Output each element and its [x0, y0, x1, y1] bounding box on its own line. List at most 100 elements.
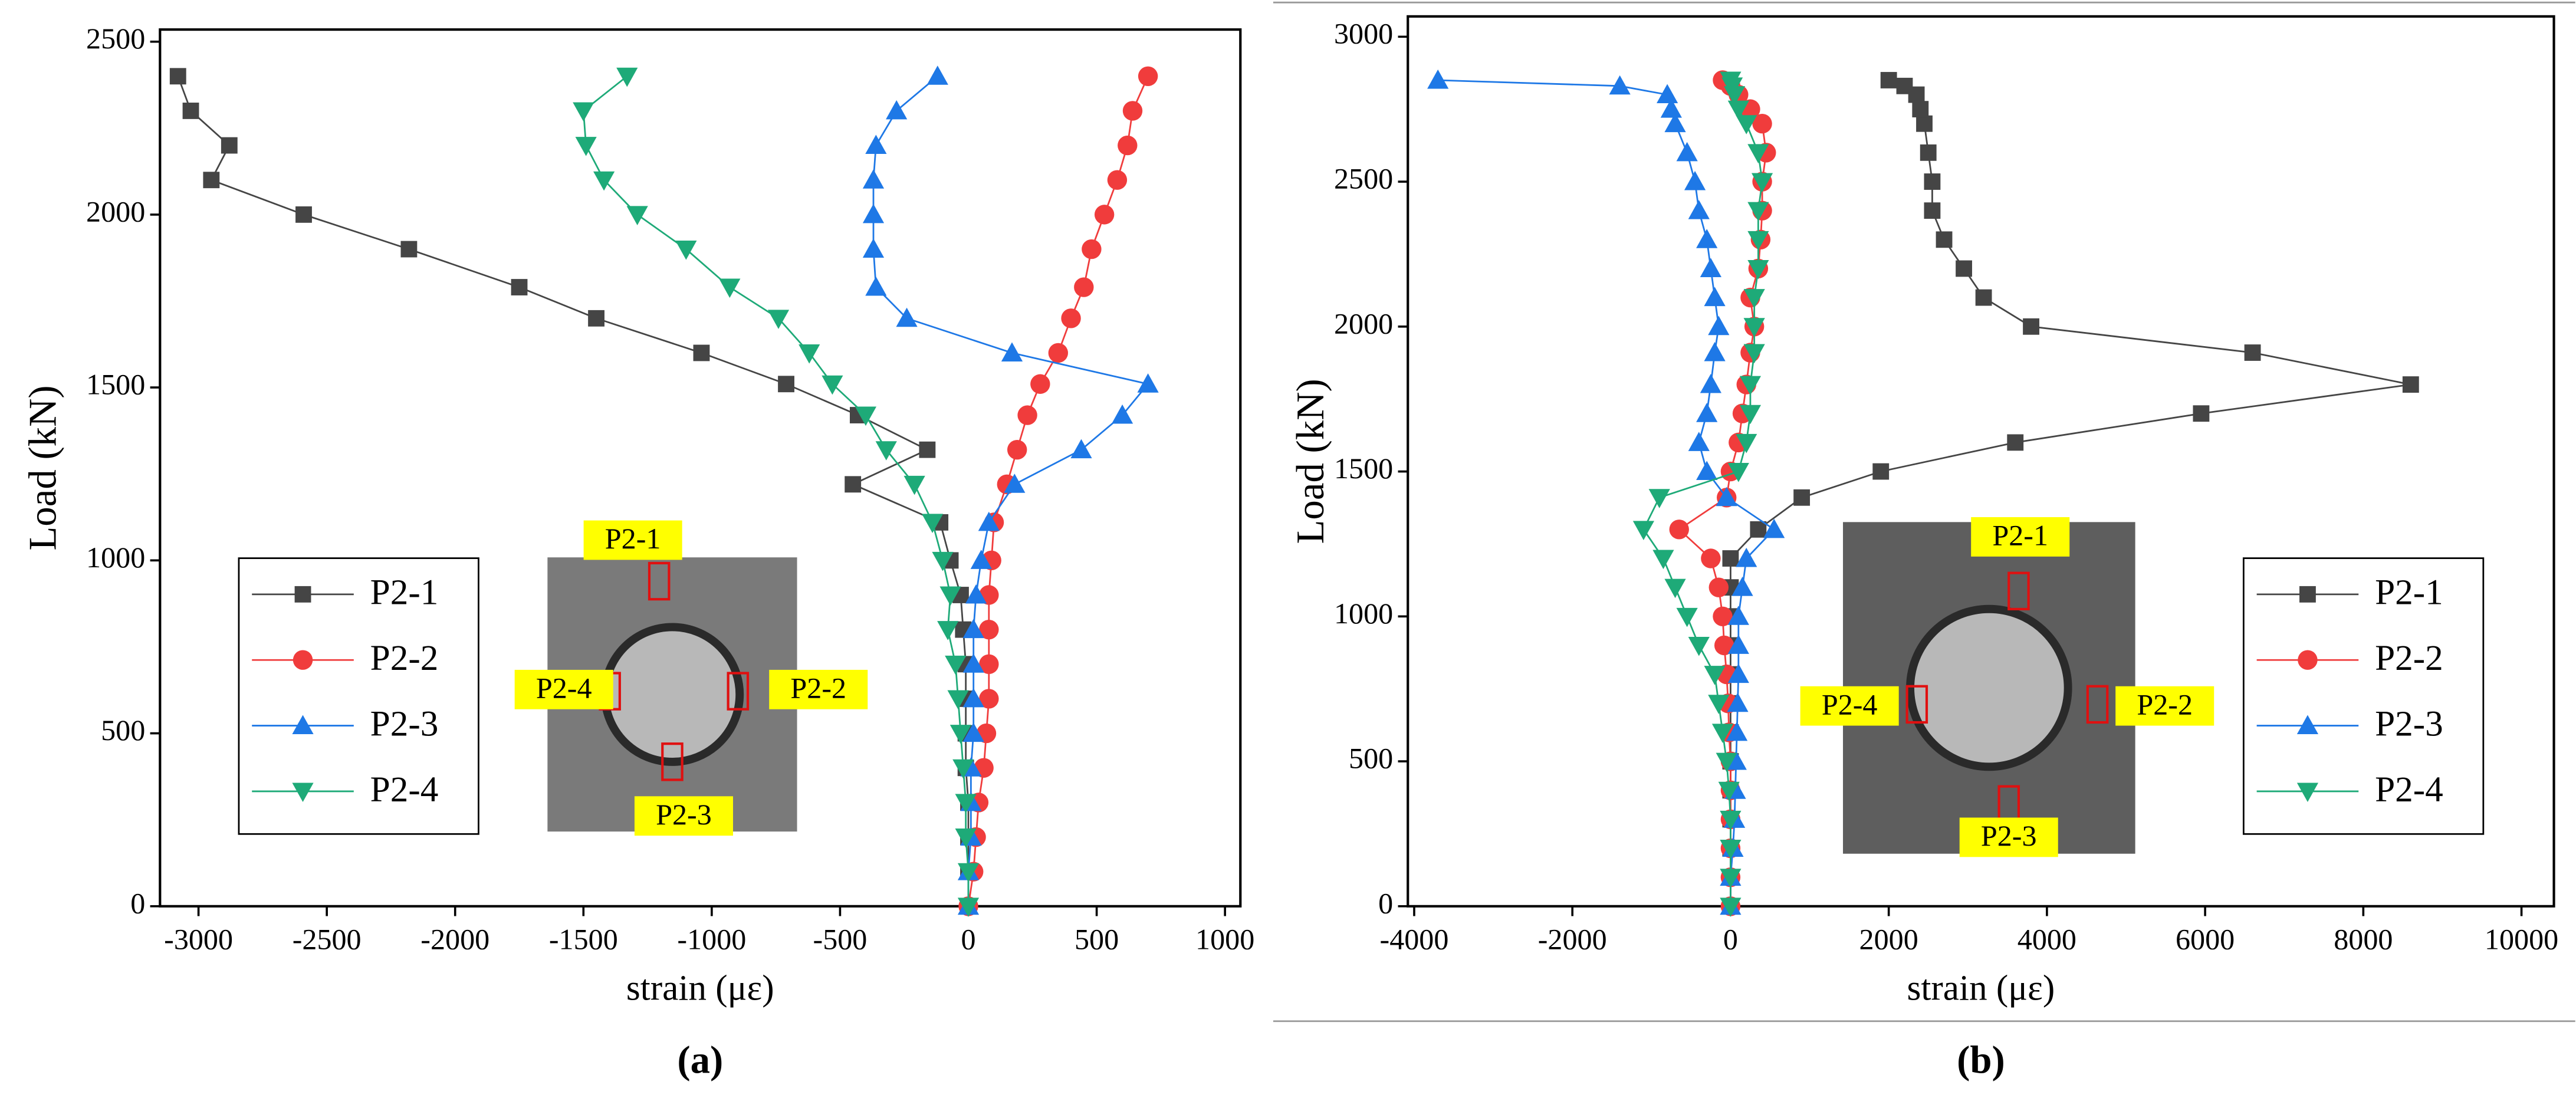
data-point: [2244, 344, 2261, 361]
data-point: [965, 584, 987, 604]
x-tick-label: -3000: [164, 923, 233, 956]
data-point: [845, 476, 862, 493]
data-point: [1664, 578, 1686, 599]
data-point: [1696, 461, 1718, 481]
legend-label: P2-1: [2375, 573, 2443, 613]
data-point: [822, 375, 843, 395]
annotation-box: [2115, 686, 2214, 726]
data-point: [1700, 258, 1721, 277]
data-point: [1669, 520, 1689, 540]
annotation: P2-4: [1822, 688, 1878, 721]
y-tick-label: 2000: [86, 195, 145, 228]
y-tick-label: 500: [101, 714, 145, 747]
x-tick-label: 500: [1075, 923, 1119, 956]
data-point: [1004, 474, 1026, 493]
data-point: [1720, 898, 1742, 917]
data-point: [919, 441, 936, 458]
data-point: [1739, 376, 1762, 396]
x-tick-label: 10000: [2485, 923, 2558, 956]
x-tick-label: 0: [1723, 923, 1738, 956]
data-point: [1975, 289, 1992, 306]
data-point: [1727, 606, 1749, 625]
data-point: [799, 344, 820, 364]
data-point: [693, 344, 710, 361]
legend-marker: [2299, 586, 2316, 603]
plot-frame: [159, 28, 1242, 908]
legend-marker: [293, 650, 313, 670]
gauge-marker: [648, 561, 671, 601]
x-tick-label: -2000: [420, 923, 489, 956]
y-tick-label: 1500: [1334, 452, 1393, 485]
data-point: [855, 406, 877, 426]
legend-label: P2-2: [370, 638, 439, 678]
data-point: [1118, 135, 1138, 156]
data-point: [1094, 205, 1115, 225]
data-point: [1916, 115, 1933, 132]
data-point: [1716, 486, 1737, 507]
x-tick-label: 8000: [2334, 923, 2393, 956]
x-axis-label: strain (με): [1907, 968, 2055, 1008]
legend-marker: [292, 783, 314, 803]
y-tick-label: 2500: [86, 22, 145, 55]
data-point: [1696, 229, 1718, 248]
data-point: [1030, 374, 1050, 394]
y-tick-label: 500: [1349, 742, 1393, 775]
data-point: [221, 137, 238, 154]
annotation-box: [1959, 817, 2058, 857]
data-point: [1747, 144, 1769, 163]
annotation-box: [1800, 686, 1899, 726]
y-tick-label: 0: [1378, 886, 1393, 919]
series-line: [967, 75, 1149, 907]
data-point: [1657, 84, 1678, 104]
data-point: [1726, 721, 1748, 741]
data-point: [1708, 315, 1730, 336]
data-point: [957, 863, 980, 883]
data-point: [1752, 114, 1772, 134]
data-point: [939, 586, 961, 606]
data-point: [926, 65, 948, 85]
data-point: [1747, 202, 1769, 222]
data-point: [1722, 550, 1739, 567]
data-point: [182, 103, 199, 119]
data-point: [1660, 98, 1682, 118]
data-point: [1736, 547, 1757, 567]
annotation: P2-3: [656, 798, 712, 831]
data-point: [955, 829, 977, 848]
data-point: [970, 550, 992, 569]
data-point: [616, 67, 638, 87]
annotation: P2-3: [1981, 819, 2037, 852]
caption: (a): [677, 1038, 723, 1081]
data-point: [937, 621, 959, 640]
data-point: [1048, 343, 1069, 363]
data-point: [1696, 403, 1718, 422]
data-point: [1763, 518, 1785, 538]
x-tick-label: 6000: [2176, 923, 2235, 956]
data-point: [903, 475, 925, 495]
data-point: [962, 722, 984, 742]
legend-marker: [2298, 650, 2318, 670]
data-point: [1704, 666, 1726, 685]
data-point: [1924, 202, 1941, 219]
data-point: [1711, 724, 1734, 744]
data-point: [1743, 344, 1765, 364]
data-point: [1727, 100, 1749, 120]
data-point: [1920, 144, 1937, 161]
legend-label: P2-4: [370, 770, 439, 810]
data-point: [1700, 373, 1721, 393]
photo-hole: [1906, 604, 2072, 771]
data-point: [1936, 231, 1953, 248]
data-point: [1107, 170, 1128, 190]
data-point: [962, 653, 984, 673]
annotation-box: [1971, 517, 2070, 557]
data-point: [979, 689, 999, 709]
data-point: [979, 619, 999, 640]
data-point: [1751, 173, 1773, 193]
data-point: [1017, 405, 1037, 425]
y-tick-label: 1000: [86, 541, 145, 574]
x-tick-label: -2000: [1538, 923, 1607, 956]
data-point: [875, 441, 897, 461]
data-point: [1872, 463, 1890, 480]
data-point: [1736, 115, 1757, 134]
gauge-marker: [1905, 685, 1928, 724]
data-point: [626, 206, 648, 225]
